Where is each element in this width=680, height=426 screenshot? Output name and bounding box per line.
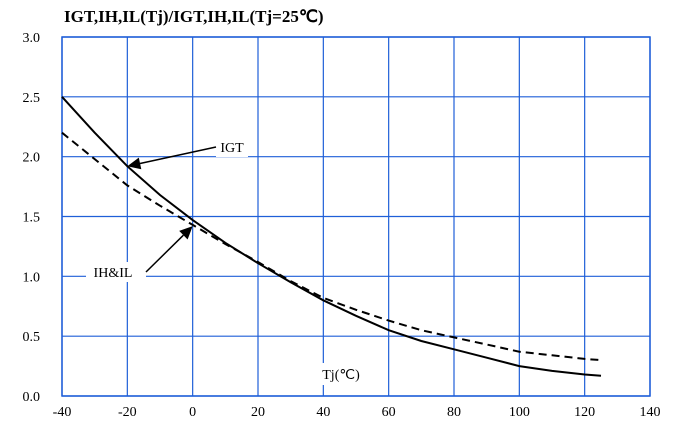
x-tick-label: -40 [53, 405, 72, 420]
series-line-ih-il [61, 131, 602, 362]
y-tick-label: 0.5 [23, 330, 41, 345]
x-tick-label: 20 [251, 405, 265, 420]
x-tick-label: 60 [382, 405, 396, 420]
annotation-label-bg [216, 137, 248, 157]
series-line-igt [61, 96, 602, 377]
chart-title: IGT,IH,IL(Tj)/IGT,IH,IL(Tj=25℃) [64, 7, 324, 26]
y-tick-label: 2.0 [23, 151, 41, 166]
y-tick-label: 1.0 [23, 270, 41, 285]
x-tick-label: -20 [118, 405, 137, 420]
x-tick-label: 80 [447, 405, 461, 420]
y-tick-label: 3.0 [23, 31, 41, 46]
x-axis-ticks: -40 -20 0 20 40 60 80 100 120 140 [53, 405, 661, 420]
grid [61, 36, 651, 397]
y-axis-ticks: 0.0 0.5 1.0 1.5 2.0 2.5 3.0 [23, 31, 41, 405]
annotation-leader-line [139, 146, 217, 165]
annotations: IGT IH&IL [86, 137, 248, 282]
series [61, 96, 602, 377]
plot-area-border [61, 36, 651, 397]
x-axis-label: Tj(℃) [322, 368, 360, 383]
x-tick-label: 140 [640, 405, 661, 420]
y-tick-label: 1.5 [23, 211, 41, 226]
annotation-leader-line [145, 234, 184, 273]
x-axis-label-bg [310, 363, 372, 385]
y-tick-label: 2.5 [23, 91, 41, 106]
annotation-label: IH&IL [94, 266, 133, 281]
x-axis-label-group: Tj(℃) [310, 363, 372, 385]
annotation-arrowhead [179, 226, 193, 240]
annotation-label-bg [86, 262, 146, 282]
annotation-arrowhead [127, 157, 142, 170]
x-tick-label: 120 [574, 405, 595, 420]
x-tick-label: 0 [189, 405, 196, 420]
x-tick-label: 100 [509, 405, 530, 420]
y-tick-label: 0.0 [23, 390, 41, 405]
annotation-label: IGT [220, 141, 244, 156]
x-tick-label: 40 [316, 405, 330, 420]
